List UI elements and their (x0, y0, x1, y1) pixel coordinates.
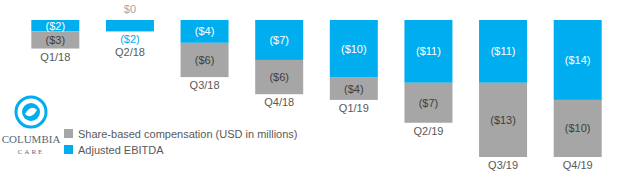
bar (106, 31, 154, 32)
bar (31, 31, 79, 48)
category-label: Q1/19 (339, 102, 369, 114)
data-label: ($6) (269, 71, 289, 83)
category-label: Q4/19 (563, 159, 593, 171)
bar (404, 20, 452, 83)
data-label: $0 (124, 3, 136, 15)
data-label: ($10) (565, 122, 591, 134)
data-label: ($4) (344, 83, 364, 95)
data-label: ($2) (46, 20, 66, 32)
bar (31, 20, 79, 31)
data-label: ($2) (120, 33, 140, 45)
data-label: ($14) (565, 54, 591, 66)
data-label: ($10) (341, 43, 367, 55)
legend-label: Adjusted EBITDA (78, 144, 164, 156)
category-label: Q2/19 (413, 125, 443, 137)
data-label: ($3) (46, 34, 66, 46)
data-label: ($6) (195, 54, 215, 66)
legend-label: Share-based compensation (USD in million… (78, 128, 297, 140)
data-label: ($13) (490, 114, 516, 126)
category-label: Q4/18 (264, 96, 294, 108)
legend-swatch (64, 145, 73, 154)
bar (404, 83, 452, 123)
bar (181, 20, 229, 43)
chart: ($2) ($3) Q1/18 ($2) $0 Q2/18 ($4) ($6) Q3/18 ($7… (0, 0, 640, 178)
data-label: ($11) (491, 45, 516, 57)
bar (479, 83, 527, 157)
logo-ring (16, 97, 46, 127)
bar (255, 60, 303, 94)
logo-leaf (25, 108, 37, 117)
bar (106, 20, 154, 31)
logo: COLUMBIA CARE (2, 97, 61, 156)
logo-text: CARE (18, 148, 45, 156)
category-label: Q3/18 (190, 79, 220, 91)
data-label: ($11) (416, 45, 441, 57)
bar (181, 43, 229, 77)
bar (255, 20, 303, 60)
category-label: Q1/18 (40, 51, 70, 63)
bars (31, 20, 601, 157)
labels: ($2) ($3) Q1/18 ($2) $0 Q2/18 ($4) ($6) Q3/18 ($7… (40, 3, 592, 171)
logo-text: COLUMBIA (2, 133, 61, 145)
category-label: Q2/18 (115, 46, 145, 58)
bar (330, 77, 378, 100)
legend: Share-based compensation (USD in million… (64, 128, 297, 156)
data-label: ($7) (419, 97, 439, 109)
data-label: ($7) (269, 34, 289, 46)
logo-dot (22, 103, 40, 121)
legend-swatch (64, 129, 73, 138)
bar (330, 20, 378, 77)
category-label: Q3/19 (488, 159, 518, 171)
bar (479, 20, 527, 83)
data-label: ($4) (195, 25, 215, 37)
bar (554, 100, 602, 157)
bar (554, 20, 602, 100)
